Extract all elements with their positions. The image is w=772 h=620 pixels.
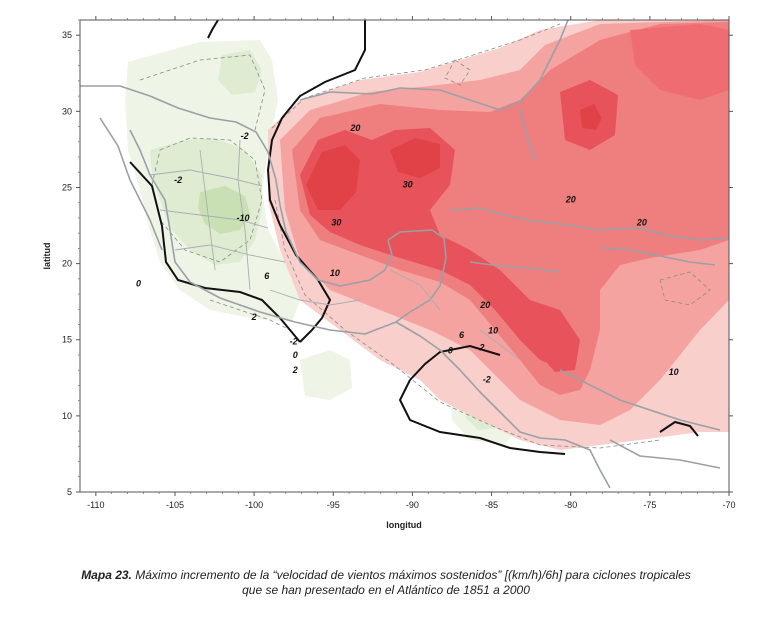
contour-label: 2 [292, 365, 298, 375]
contour-label: -2 [174, 175, 182, 185]
negative-region [300, 350, 352, 400]
plot-frame [79, 19, 730, 493]
x-tick-label: -95 [327, 500, 340, 510]
contour-label: 10 [330, 268, 340, 278]
positive-region [530, 300, 580, 372]
positive-region [390, 138, 440, 178]
x-tick-label: -85 [485, 500, 498, 510]
caption-line-1: Mapa 23. Máximo incremento de la “veloci… [0, 568, 772, 583]
x-tick-label: -70 [722, 500, 735, 510]
contour-label: 30 [331, 218, 341, 228]
x-tick-label: -110 [87, 500, 104, 510]
x-tick-label: -105 [166, 500, 184, 510]
figure-caption: Mapa 23. Máximo incremento de la “veloci… [0, 568, 772, 598]
x-axis-label: longitud [386, 520, 422, 530]
contour-label: 20 [636, 218, 647, 228]
contour-field [80, 20, 729, 489]
positive-region [306, 145, 360, 210]
contour-label: 6 [459, 330, 465, 340]
caption-text-1: Máximo incremento de la “velocidad de vi… [131, 568, 691, 582]
contour-label: -10 [237, 213, 250, 223]
map-figure: -2 -2 -10 0 6 2 -2 0 2 20 30 30 10 20 10 6 2 0 -2 20 20 10 -1… [42, 16, 736, 530]
y-tick-label: 25 [62, 182, 72, 192]
contour-label: 20 [479, 300, 490, 310]
contour-label: 10 [669, 367, 679, 377]
contour-label: 10 [488, 326, 498, 336]
negative-region [198, 186, 250, 234]
x-axis: -110 -105 -100 -95 -90 -85 -80 -75 -70 [87, 16, 736, 510]
y-tick-label: 35 [62, 30, 72, 40]
x-tick-label: -75 [643, 500, 656, 510]
contour-label: 2 [251, 312, 257, 322]
y-tick-label: 20 [62, 259, 72, 269]
positive-region [630, 24, 729, 100]
contour-label: 2 [479, 342, 485, 352]
contour-label: 0 [293, 350, 298, 360]
negative-region [218, 50, 262, 95]
positive-region [300, 128, 575, 368]
y-tick-label: 15 [62, 335, 72, 345]
contour-label: 30 [403, 179, 413, 189]
x-tick-label: -100 [245, 500, 263, 510]
x-tick-label: -80 [564, 500, 577, 510]
state-borders [149, 139, 521, 361]
caption-line-2: que se han presentado en el Atlántico de… [242, 583, 530, 597]
zero-contour [129, 20, 699, 455]
contour-label: 6 [264, 271, 270, 281]
caption-label: Mapa 23. [81, 568, 132, 582]
y-tick-label: 5 [67, 487, 72, 497]
contour-label: 0 [448, 345, 453, 355]
coastlines [80, 20, 729, 489]
contour-label: 20 [565, 195, 576, 205]
contour-label: -2 [290, 336, 298, 346]
positive-region [580, 104, 602, 130]
positive-region [292, 22, 729, 395]
x-tick-label: -90 [406, 500, 419, 510]
contour-label: 0 [136, 278, 141, 288]
contour-label: -2 [241, 131, 249, 141]
contour-label: -2 [483, 374, 491, 384]
y-tick-label: 10 [62, 411, 72, 421]
y-tick-label: 30 [62, 106, 72, 116]
contour-label: 20 [349, 123, 360, 133]
y-axis-label: latitud [42, 243, 52, 270]
